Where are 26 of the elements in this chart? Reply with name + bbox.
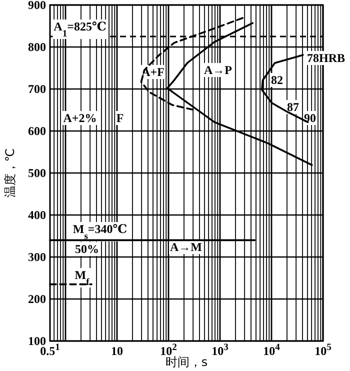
x-tick-label: 10$^{3}$ xyxy=(212,342,229,358)
x-axis-title: 时间，s xyxy=(165,355,208,369)
y-tick-label: 300 xyxy=(28,250,46,264)
annotation: 82 xyxy=(271,73,283,87)
annotation: 87 xyxy=(287,100,299,114)
y-tick-label: 700 xyxy=(28,82,46,96)
y-tick-label: 900 xyxy=(28,0,46,12)
y-tick-label: 800 xyxy=(28,40,46,54)
annotation: M$_{s}$=340℃ xyxy=(72,222,128,242)
annotation: M$_{f}$ xyxy=(74,268,90,288)
y-tick-label: 500 xyxy=(28,166,46,180)
annotation: F xyxy=(116,111,124,125)
annotation: 50% xyxy=(75,242,99,256)
ref-line-label: A$_{1}$=825℃ xyxy=(54,20,106,39)
y-tick-label: 400 xyxy=(28,208,46,222)
y-tick-label: 100 xyxy=(28,334,46,348)
x-tick-label: 10$^{5}$ xyxy=(314,342,332,358)
annotation: A+2% xyxy=(63,111,97,125)
x-tick-label: 10 xyxy=(111,344,123,358)
annotation: A→P xyxy=(204,63,232,77)
y-axis-title: 温度，℃ xyxy=(3,148,17,198)
y-tick-label: 600 xyxy=(28,124,46,138)
annotation: 78HRB xyxy=(306,51,346,65)
annotation: A→M xyxy=(170,240,202,254)
y-tick-label: 200 xyxy=(28,292,46,306)
x-tick-label: 10$^{4}$ xyxy=(263,342,280,358)
